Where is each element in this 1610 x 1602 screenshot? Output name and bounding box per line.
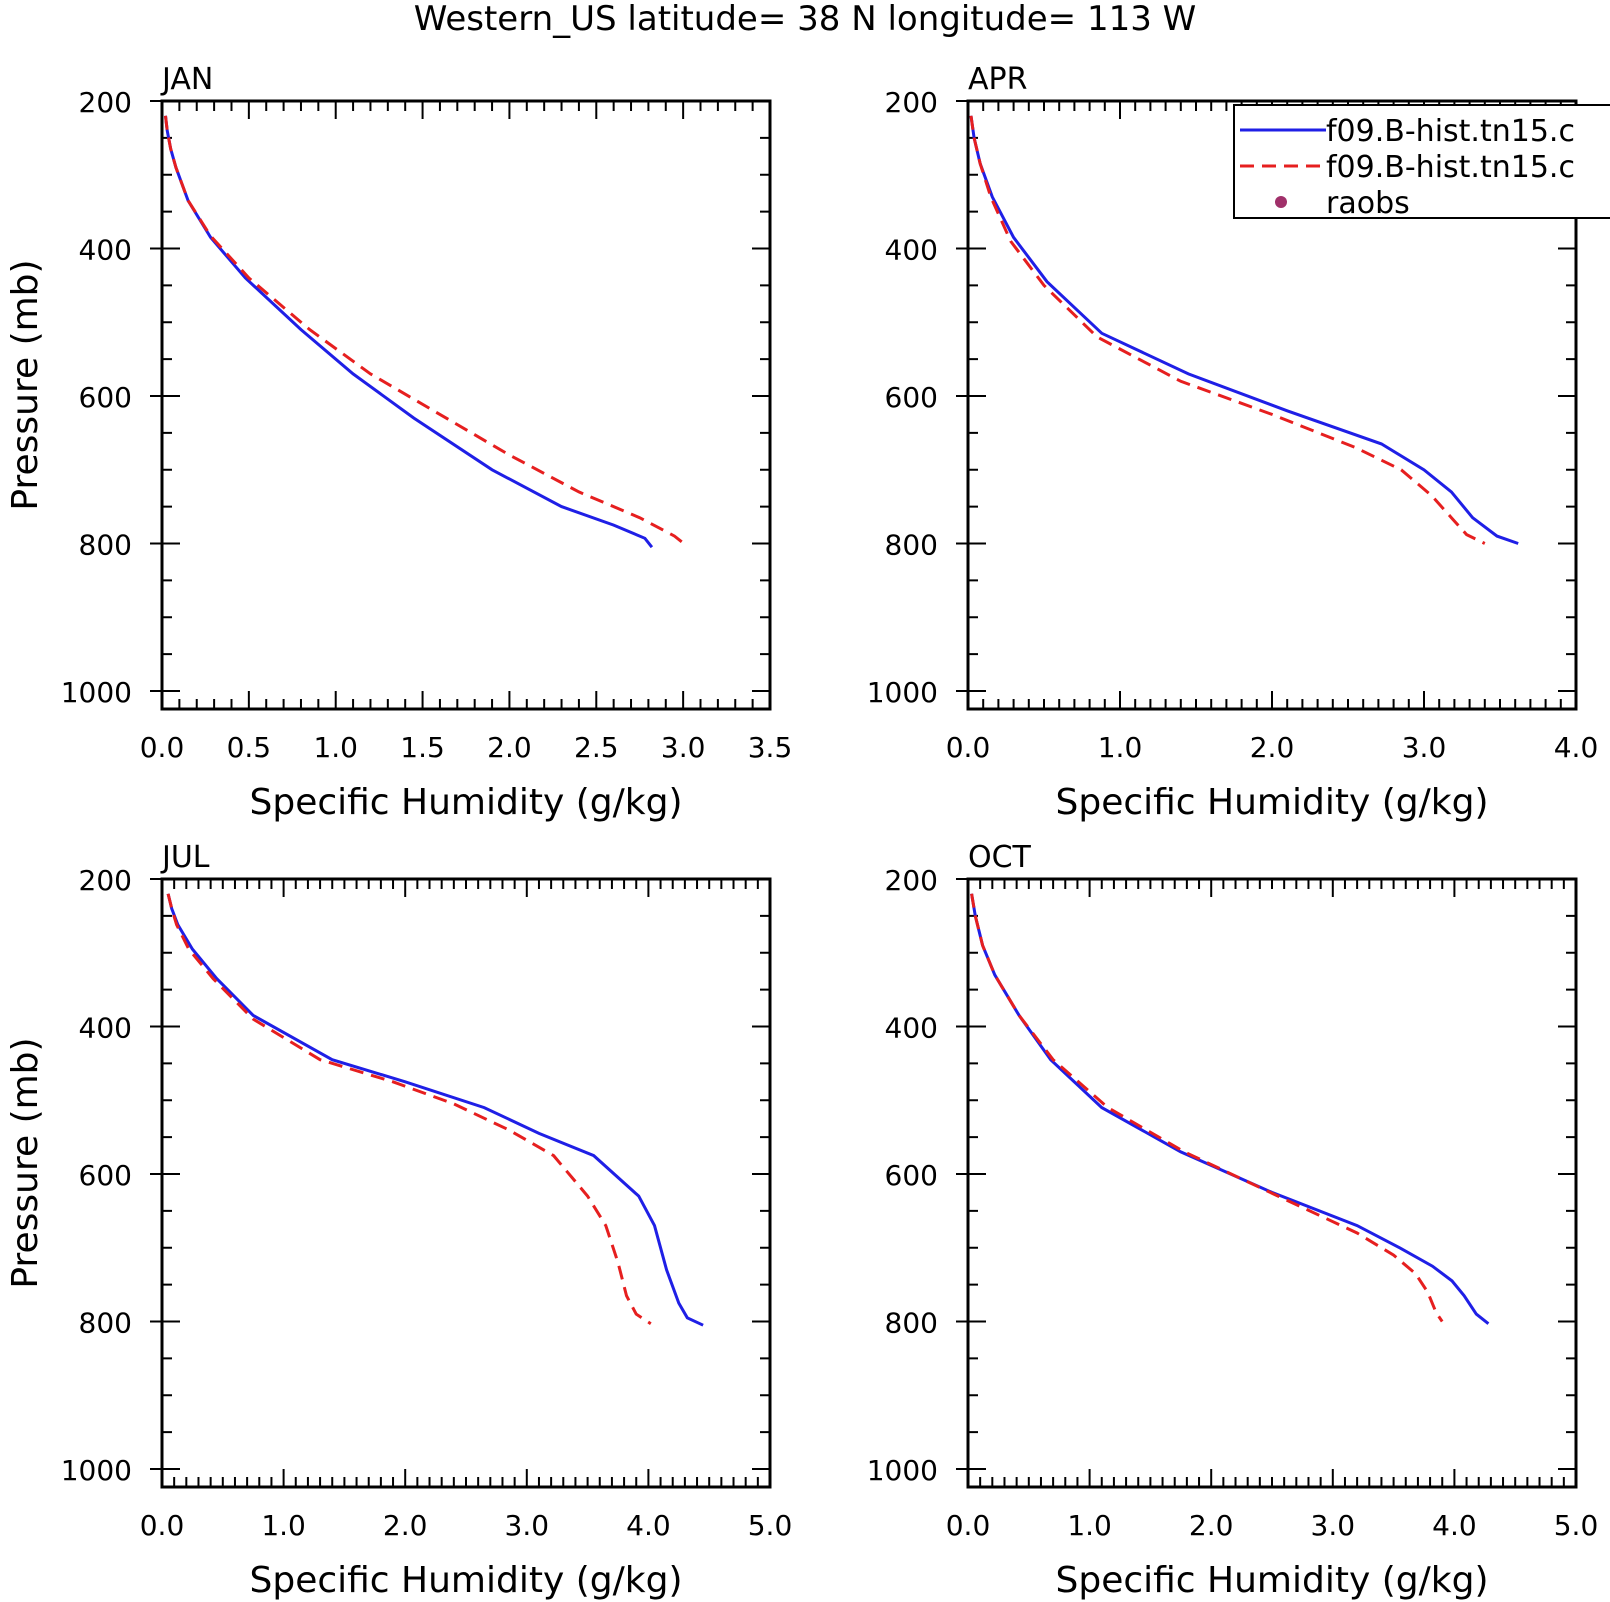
y-tick-label: 800: [79, 1307, 132, 1340]
y-tick-label: 800: [885, 529, 938, 562]
y-tick-label: 1000: [61, 1454, 132, 1487]
y-tick-label: 1000: [867, 676, 938, 709]
x-tick-label: 2.0: [1189, 1509, 1234, 1542]
x-tick-label: 0.0: [946, 731, 991, 764]
x-tick-label: 0.5: [227, 731, 272, 764]
y-tick-label: 200: [885, 86, 938, 119]
y-tick-label: 400: [885, 234, 938, 267]
series-dashed-line: [166, 893, 652, 1325]
series-solid-line: [970, 893, 1490, 1325]
x-tick-label: 4.0: [626, 1509, 671, 1542]
y-axis-label: Pressure (mb): [5, 1037, 46, 1288]
series-solid-line: [166, 893, 704, 1327]
figure-title: Western_US latitude= 38 N longitude= 113…: [414, 0, 1197, 39]
y-tick-label: 600: [79, 381, 132, 414]
x-tick-label: 0.0: [946, 1509, 991, 1542]
legend-label: f09.B-hist.tn15.c: [1326, 150, 1575, 185]
x-tick-label: 2.5: [574, 731, 619, 764]
series-dashed-line: [969, 115, 1486, 545]
y-tick-label: 400: [79, 234, 132, 267]
y-tick-label: 200: [79, 86, 132, 119]
x-tick-label: 0.0: [140, 1509, 185, 1542]
y-tick-label: 600: [885, 381, 938, 414]
plot-frame: [160, 877, 772, 1489]
x-tick-label: 2.0: [487, 731, 532, 764]
panel-title: JAN: [160, 62, 213, 97]
y-tick-label: 200: [885, 864, 938, 897]
y-tick-label: 800: [79, 529, 132, 562]
x-tick-label: 5.0: [748, 1509, 793, 1542]
y-tick-label: 800: [885, 1307, 938, 1340]
legend-label: raobs: [1326, 186, 1410, 221]
y-tick-label: 1000: [867, 1454, 938, 1487]
x-tick-label: 1.5: [400, 731, 445, 764]
plot-frame: [160, 99, 772, 711]
x-tick-label: 3.0: [1311, 1509, 1356, 1542]
legend-label: f09.B-hist.tn15.c: [1326, 114, 1575, 149]
x-tick-label: 3.0: [1402, 731, 1447, 764]
series-dashed-line: [970, 893, 1444, 1323]
x-tick-label: 3.5: [748, 731, 793, 764]
x-tick-label: 2.0: [383, 1509, 428, 1542]
x-tick-label: 3.0: [661, 731, 706, 764]
y-tick-label: 200: [79, 864, 132, 897]
series-solid-line: [164, 115, 654, 549]
plot-frame: [966, 877, 1578, 1489]
x-tick-label: 5.0: [1554, 1509, 1599, 1542]
x-tick-label: 1.0: [1098, 731, 1143, 764]
series-dashed-line: [164, 115, 688, 547]
x-tick-label: 4.0: [1554, 731, 1599, 764]
y-tick-label: 400: [79, 1012, 132, 1045]
x-axis-label: Specific Humidity (g/kg): [1055, 782, 1488, 823]
y-tick-label: 1000: [61, 676, 132, 709]
legend-box: [1233, 104, 1610, 219]
y-axis-label: Pressure (mb): [5, 259, 46, 510]
x-axis-label: Specific Humidity (g/kg): [1055, 1560, 1488, 1601]
x-tick-label: 1.0: [1067, 1509, 1112, 1542]
panel-title: OCT: [968, 840, 1032, 875]
legend-marker-dot: [1275, 196, 1287, 208]
x-tick-label: 1.0: [261, 1509, 306, 1542]
x-tick-label: 0.0: [140, 731, 185, 764]
series-solid-line: [969, 115, 1519, 545]
x-tick-label: 1.0: [313, 731, 358, 764]
y-tick-label: 600: [79, 1159, 132, 1192]
x-tick-label: 3.0: [505, 1509, 550, 1542]
x-axis-label: Specific Humidity (g/kg): [249, 782, 682, 823]
y-tick-label: 400: [885, 1012, 938, 1045]
x-tick-label: 2.0: [1250, 731, 1295, 764]
x-tick-label: 4.0: [1432, 1509, 1477, 1542]
panel-title: APR: [968, 62, 1027, 97]
x-axis-label: Specific Humidity (g/kg): [249, 1560, 682, 1601]
panel-title: JUL: [160, 840, 210, 875]
y-tick-label: 600: [885, 1159, 938, 1192]
